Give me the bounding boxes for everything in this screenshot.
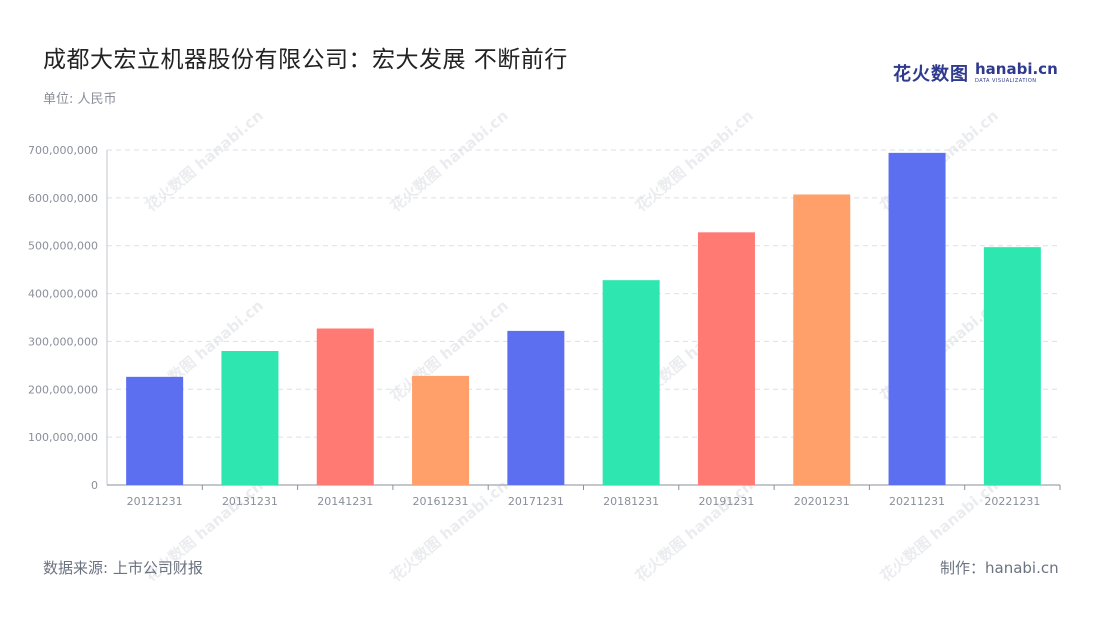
bar bbox=[602, 280, 660, 485]
logo-en-text: hanabi.cn bbox=[975, 60, 1058, 78]
logo-en-block: hanabi.cn DATA VISUALIZATION bbox=[975, 62, 1058, 84]
bar bbox=[697, 232, 755, 485]
logo-cn-text: 花火数图 bbox=[893, 64, 969, 85]
y-tick-label: 600,000,000 bbox=[28, 192, 98, 205]
bar bbox=[888, 152, 946, 485]
bar bbox=[507, 330, 565, 485]
y-tick-label: 100,000,000 bbox=[28, 431, 98, 444]
logo-en-subtext: DATA VISUALIZATION bbox=[975, 78, 1037, 84]
x-tick-label: 20221231 bbox=[984, 495, 1040, 508]
bar bbox=[316, 328, 374, 485]
bar bbox=[221, 351, 279, 485]
x-tick-label: 20161231 bbox=[413, 495, 469, 508]
bar bbox=[793, 194, 851, 485]
unit-label: 单位: 人民币 bbox=[43, 92, 117, 107]
x-tick-label: 20191231 bbox=[698, 495, 754, 508]
y-tick-label: 400,000,000 bbox=[28, 288, 98, 301]
bar bbox=[412, 375, 470, 485]
y-tick-label: 200,000,000 bbox=[28, 383, 98, 396]
y-tick-label: 0 bbox=[91, 479, 98, 492]
x-tick-label: 20131231 bbox=[222, 495, 278, 508]
brand-logo: 花火数图 hanabi.cn DATA VISUALIZATION bbox=[893, 60, 1058, 86]
y-tick-label: 300,000,000 bbox=[28, 335, 98, 348]
x-tick-label: 20181231 bbox=[603, 495, 659, 508]
bar bbox=[126, 376, 184, 485]
y-tick-label: 700,000,000 bbox=[28, 144, 98, 157]
x-tick-label: 20171231 bbox=[508, 495, 564, 508]
page-title: 成都大宏立机器股份有限公司：宏大发展 不断前行 bbox=[43, 47, 568, 73]
x-tick-label: 20141231 bbox=[317, 495, 373, 508]
bar bbox=[983, 247, 1041, 485]
credit-label: 制作：hanabi.cn bbox=[940, 559, 1059, 577]
y-tick-label: 500,000,000 bbox=[28, 240, 98, 253]
x-tick-label: 20211231 bbox=[889, 495, 945, 508]
x-tick-label: 20121231 bbox=[127, 495, 183, 508]
x-tick-label: 20201231 bbox=[794, 495, 850, 508]
data-source: 数据来源: 上市公司财报 bbox=[43, 559, 203, 577]
